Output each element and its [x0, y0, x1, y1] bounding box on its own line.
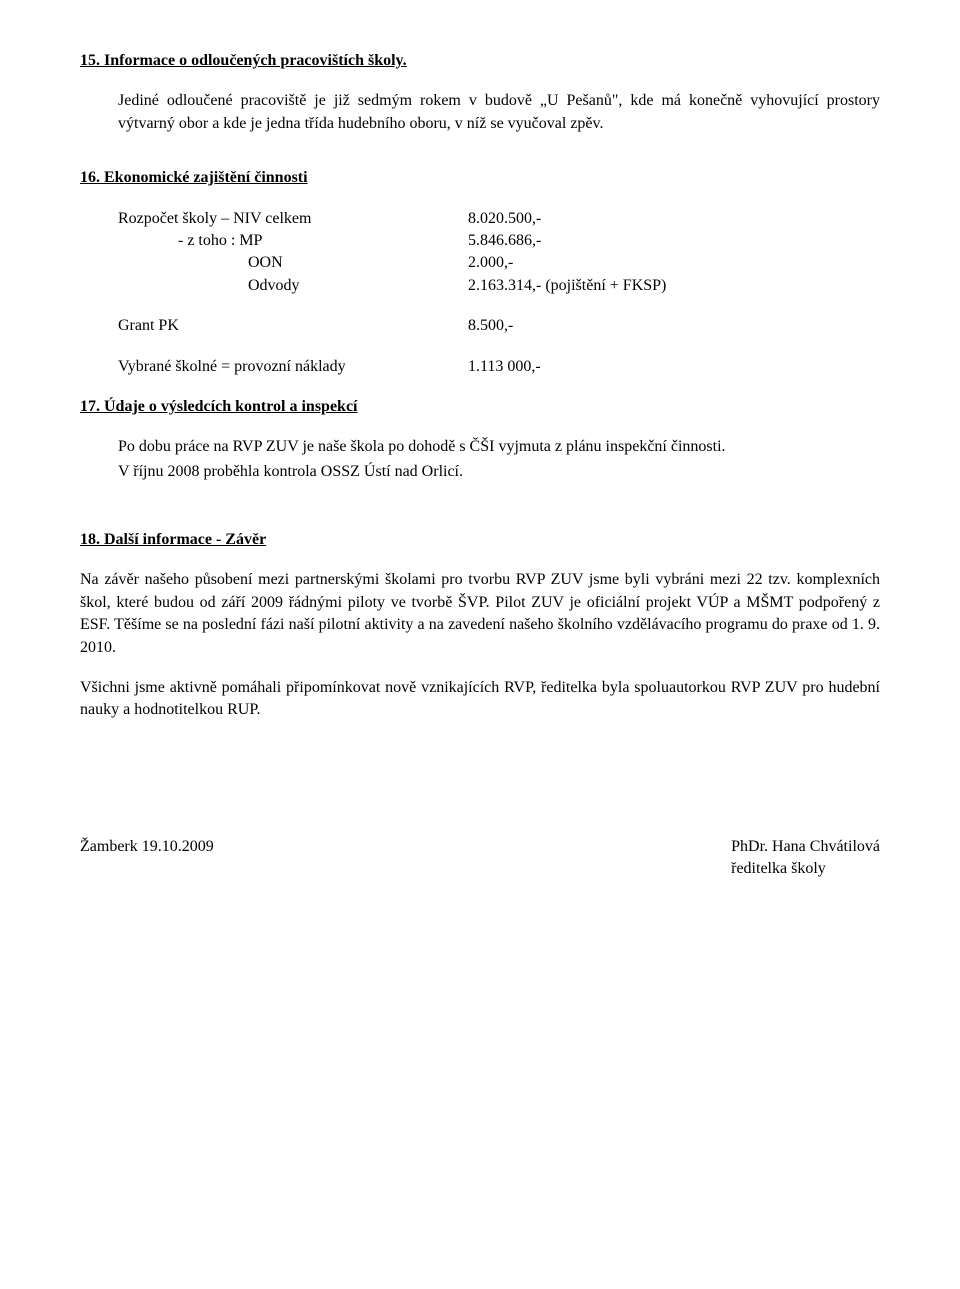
budget-sub-row-1: OON 2.000,-: [118, 252, 880, 274]
grant-label: Grant PK: [118, 315, 468, 337]
section-18-para1: Na závěr našeho působení mezi partnerský…: [80, 569, 880, 659]
budget-sub-value-2: 2.163.314,- (pojištění + FKSP): [468, 275, 880, 297]
grant-value: 8.500,-: [468, 315, 880, 337]
fees-row: Vybrané školné = provozní náklady 1.113 …: [80, 356, 880, 378]
budget-block: Rozpočet školy – NIV celkem 8.020.500,- …: [118, 208, 880, 298]
budget-total-row: Rozpočet školy – NIV celkem 8.020.500,-: [118, 208, 880, 230]
section-17-para2: V říjnu 2008 proběhla kontrola OSSZ Ústí…: [118, 461, 880, 483]
budget-sub-label-2: Odvody: [118, 275, 468, 297]
budget-total-label: Rozpočet školy – NIV celkem: [118, 208, 468, 230]
budget-sub-value-0: 5.846.686,-: [468, 230, 880, 252]
section-15-heading: 15. Informace o odloučených pracovištích…: [80, 50, 880, 72]
section-15-paragraph: Jediné odloučené pracoviště je již sedmý…: [118, 90, 880, 135]
footer-location-date: Žamberk 19.10.2009: [80, 836, 214, 881]
footer-name: PhDr. Hana Chvátilová: [731, 836, 880, 858]
footer: Žamberk 19.10.2009 PhDr. Hana Chvátilová…: [80, 836, 880, 881]
footer-signature: PhDr. Hana Chvátilová ředitelka školy: [731, 836, 880, 881]
budget-sub-row-0: - z toho : MP 5.846.686,-: [118, 230, 880, 252]
budget-sub-label-0: - z toho : MP: [118, 230, 468, 252]
budget-total-value: 8.020.500,-: [468, 208, 880, 230]
section-18-heading: 18. Další informace - Závěr: [80, 529, 880, 551]
footer-title: ředitelka školy: [731, 858, 880, 880]
budget-sub-value-1: 2.000,-: [468, 252, 880, 274]
section-16-heading: 16. Ekonomické zajištění činnosti: [80, 167, 880, 189]
section-18-para2: Všichni jsme aktivně pomáhali připomínko…: [80, 677, 880, 722]
fees-label: Vybrané školné = provozní náklady: [118, 356, 468, 378]
budget-sub-label-1: OON: [118, 252, 468, 274]
fees-value: 1.113 000,-: [468, 356, 880, 378]
budget-sub-row-2: Odvody 2.163.314,- (pojištění + FKSP): [118, 275, 880, 297]
grant-row: Grant PK 8.500,-: [80, 315, 880, 337]
section-17-heading: 17. Údaje o výsledcích kontrol a inspekc…: [80, 396, 880, 418]
section-17-para1: Po dobu práce na RVP ZUV je naše škola p…: [118, 436, 880, 458]
